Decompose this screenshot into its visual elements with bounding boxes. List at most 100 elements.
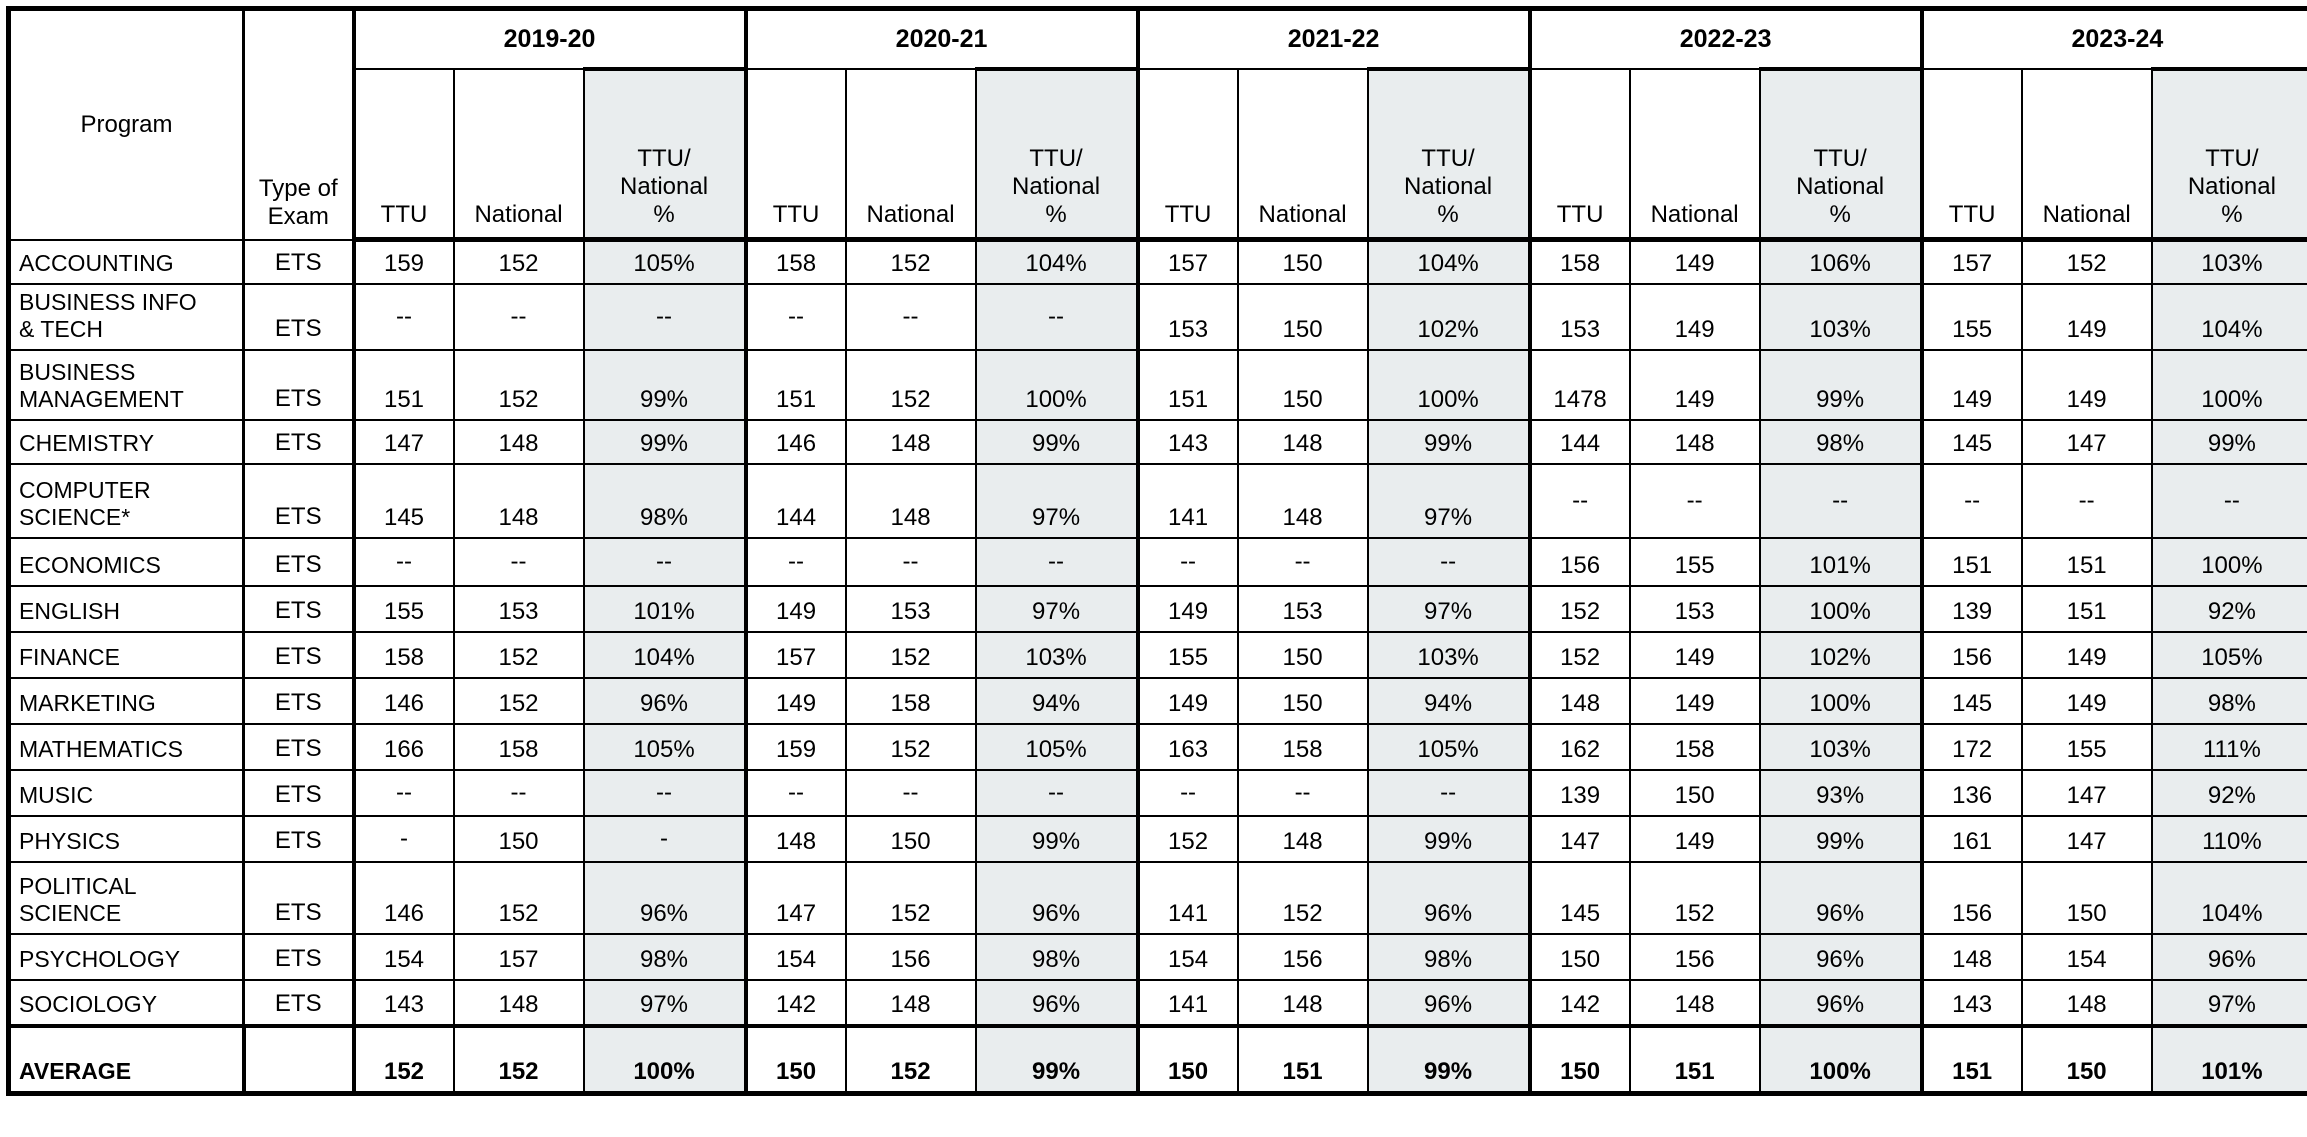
ttu-score-cell: 159 [743, 722, 847, 771]
national-score-cell: -- [1236, 768, 1369, 817]
national-score-cell: 147 [2020, 768, 2153, 817]
ttu-national-percent-cell: 100% [1758, 676, 1923, 725]
exam-type-cell: ETS [242, 978, 355, 1027]
table-row: MUSIC ETS -- -- -- -- -- -- -- -- -- 139 150 93% 136 14… [7, 768, 2307, 817]
table-row: BUSINESS MANAGEMENT ETS 151 152 99% 151 152 100… [7, 348, 2307, 421]
exam-type-cell: ETS [242, 536, 355, 587]
ttu-score-cell: 153 [1135, 282, 1239, 351]
ttu-score-cell: 154 [351, 932, 455, 981]
ttu-score-cell: -- [351, 768, 455, 817]
national-column-header: National [1628, 68, 1761, 242]
table-row: BUSINESS INFO & TECH ETS -- -- -- -- -- -- 153 15… [7, 282, 2307, 351]
ttu-score-cell: -- [743, 282, 847, 351]
ttu-score-cell: - [351, 814, 455, 863]
ttu-score-cell: -- [743, 536, 847, 587]
table-row: FINANCE ETS 158 152 104% 157 152 103% 155 150 103%… [7, 630, 2307, 679]
year-header-2021-22: 2021-22 [1135, 7, 1531, 70]
national-score-cell: 152 [1236, 860, 1369, 935]
ttu-average-cell: 151 [1919, 1023, 2023, 1095]
ttu-national-percent-cell: 97% [582, 978, 747, 1027]
ttu-score-cell: 141 [1135, 462, 1239, 539]
ttu-national-percent-cell: 96% [1366, 860, 1531, 935]
ttu-score-cell: 145 [351, 462, 455, 539]
program-cell: MATHEMATICS [7, 722, 245, 771]
ttu-score-cell: 151 [351, 348, 455, 421]
ttu-score-cell: 172 [1919, 722, 2023, 771]
exam-type-cell [241, 1023, 355, 1095]
program-cell: PHYSICS [7, 814, 245, 863]
national-score-cell: 147 [2020, 814, 2153, 863]
national-score-cell: -- [452, 282, 585, 351]
ttu-average-cell: 150 [1135, 1023, 1239, 1095]
ttu-national-percent-cell: 98% [1758, 418, 1923, 465]
ttu-national-percent-cell: 96% [1758, 860, 1923, 935]
exam-type-column-header: Type of Exam [242, 7, 355, 241]
national-score-cell: 152 [452, 238, 585, 285]
national-score-cell: 149 [2020, 676, 2153, 725]
national-score-cell: -- [452, 536, 585, 587]
ttu-score-cell: 141 [1135, 978, 1239, 1027]
ttu-national-percent-cell: 103% [1758, 282, 1923, 351]
ttu-national-percent-column-header: TTU/ National % [1758, 67, 1923, 242]
ttu-score-cell: 149 [1135, 676, 1239, 725]
ttu-national-percent-cell: 99% [974, 418, 1139, 465]
ttu-score-cell: 148 [743, 814, 847, 863]
ttu-national-percent-cell: 105% [2150, 630, 2307, 679]
ttu-score-cell: 149 [743, 676, 847, 725]
ttu-national-percent-cell: 101% [582, 584, 747, 633]
program-cell: MARKETING [7, 676, 245, 725]
program-cell: ENGLISH [7, 584, 245, 633]
national-score-cell: 157 [452, 932, 585, 981]
ttu-national-percent-cell: 96% [1758, 932, 1923, 981]
ttu-score-cell: 146 [743, 418, 847, 465]
table-row: CHEMISTRY ETS 147 148 99% 146 148 99% 143 148 99% 1… [7, 418, 2307, 465]
ttu-national-percent-cell: 94% [974, 676, 1139, 725]
ttu-score-cell: 147 [351, 418, 455, 465]
national-score-cell: 152 [452, 676, 585, 725]
ttu-national-percent-cell: 94% [1366, 676, 1531, 725]
national-score-cell: 158 [1628, 722, 1761, 771]
ttu-score-cell: 147 [743, 860, 847, 935]
national-score-cell: 148 [1236, 418, 1369, 465]
national-score-cell: 149 [1628, 238, 1761, 285]
ttu-score-cell: 158 [351, 630, 455, 679]
national-score-cell: 158 [452, 722, 585, 771]
ttu-national-percent-cell: -- [582, 282, 747, 351]
ttu-national-percent-cell: 101% [1758, 536, 1923, 587]
exam-type-cell: ETS [242, 348, 355, 421]
ttu-national-percent-average-cell: 101% [2150, 1023, 2307, 1095]
national-score-cell: 148 [1628, 418, 1761, 465]
national-score-cell: -- [844, 282, 977, 351]
national-score-cell: 150 [2020, 860, 2153, 935]
ttu-score-cell: 144 [743, 462, 847, 539]
program-cell: FINANCE [7, 630, 245, 679]
national-average-cell: 150 [2020, 1023, 2153, 1095]
ttu-national-percent-cell: 97% [1366, 584, 1531, 633]
ttu-national-percent-cell: 98% [582, 932, 747, 981]
national-score-cell: 156 [1628, 932, 1761, 981]
program-cell: BUSINESS MANAGEMENT [7, 348, 245, 421]
ttu-score-cell: 166 [351, 722, 455, 771]
ttu-national-percent-cell: 99% [1758, 348, 1923, 421]
ttu-score-cell: 158 [1527, 238, 1631, 285]
national-score-cell: 148 [1236, 462, 1369, 539]
national-score-cell: 158 [1236, 722, 1369, 771]
national-score-cell: 150 [1628, 768, 1761, 817]
ttu-national-percent-cell: -- [1758, 462, 1923, 539]
ttu-score-cell: 152 [1527, 630, 1631, 679]
ttu-national-percent-cell: 96% [1758, 978, 1923, 1027]
exam-type-cell: ETS [242, 584, 355, 633]
exam-type-cell: ETS [242, 238, 355, 285]
ttu-score-cell: 159 [351, 238, 455, 285]
ttu-national-percent-cell: 100% [2150, 536, 2307, 587]
ttu-score-cell: 155 [351, 584, 455, 633]
ttu-national-percent-cell: 104% [582, 630, 747, 679]
ttu-score-cell: 136 [1919, 768, 2023, 817]
national-score-cell: -- [2020, 462, 2153, 539]
ttu-national-percent-cell: 103% [1758, 722, 1923, 771]
national-score-cell: 156 [1236, 932, 1369, 981]
table-row: ENGLISH ETS 155 153 101% 149 153 97% 149 153 97% 15… [7, 584, 2307, 633]
national-score-cell: 149 [1628, 348, 1761, 421]
ttu-national-percent-cell: 102% [1758, 630, 1923, 679]
ttu-national-percent-average-cell: 99% [1366, 1023, 1531, 1095]
